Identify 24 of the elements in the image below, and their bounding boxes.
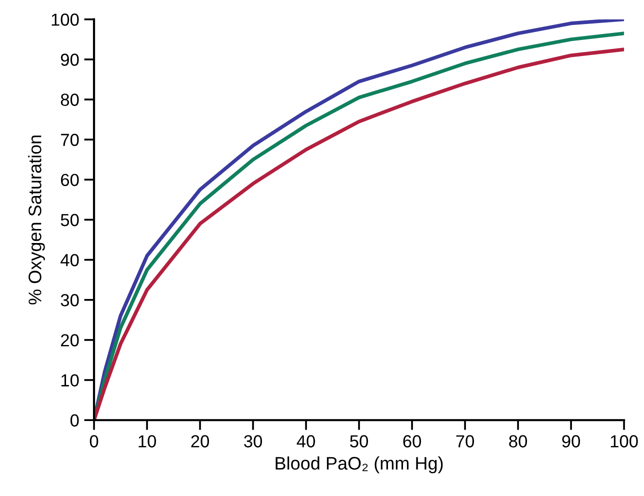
x-tick-label: 100: [610, 435, 638, 448]
x-axis-title: Blood PaO₂ (mm Hg): [276, 456, 443, 474]
x-tick-label: 90: [562, 435, 580, 448]
y-tick-label: 80: [60, 94, 79, 106]
y-tick-label: 30: [60, 294, 79, 306]
x-tick-label: 30: [244, 435, 262, 448]
y-tick-label: 60: [61, 174, 79, 186]
y-tick-label: 10: [61, 374, 79, 386]
y-tick-label: 100: [52, 14, 79, 26]
x-tick-label: 60: [403, 435, 422, 448]
x-tick-label: 0: [90, 435, 98, 448]
y-axis-title: % Oxygen Saturation: [28, 136, 45, 304]
y-tick-label: 50: [60, 214, 79, 226]
y-tick-label: 0: [70, 414, 79, 427]
x-tick-label: 80: [509, 435, 528, 448]
y-tick-label: 90: [60, 54, 79, 66]
x-tick-label: 50: [350, 435, 368, 448]
x-tick-label: 20: [191, 435, 210, 448]
y-tick-label: 70: [61, 134, 79, 146]
x-tick-label: 40: [296, 435, 316, 448]
x-tick-label: 10: [138, 435, 156, 448]
y-tick-label: 40: [60, 254, 79, 266]
x-tick-label: 70: [456, 435, 474, 448]
y-tick-label: 20: [61, 334, 79, 346]
